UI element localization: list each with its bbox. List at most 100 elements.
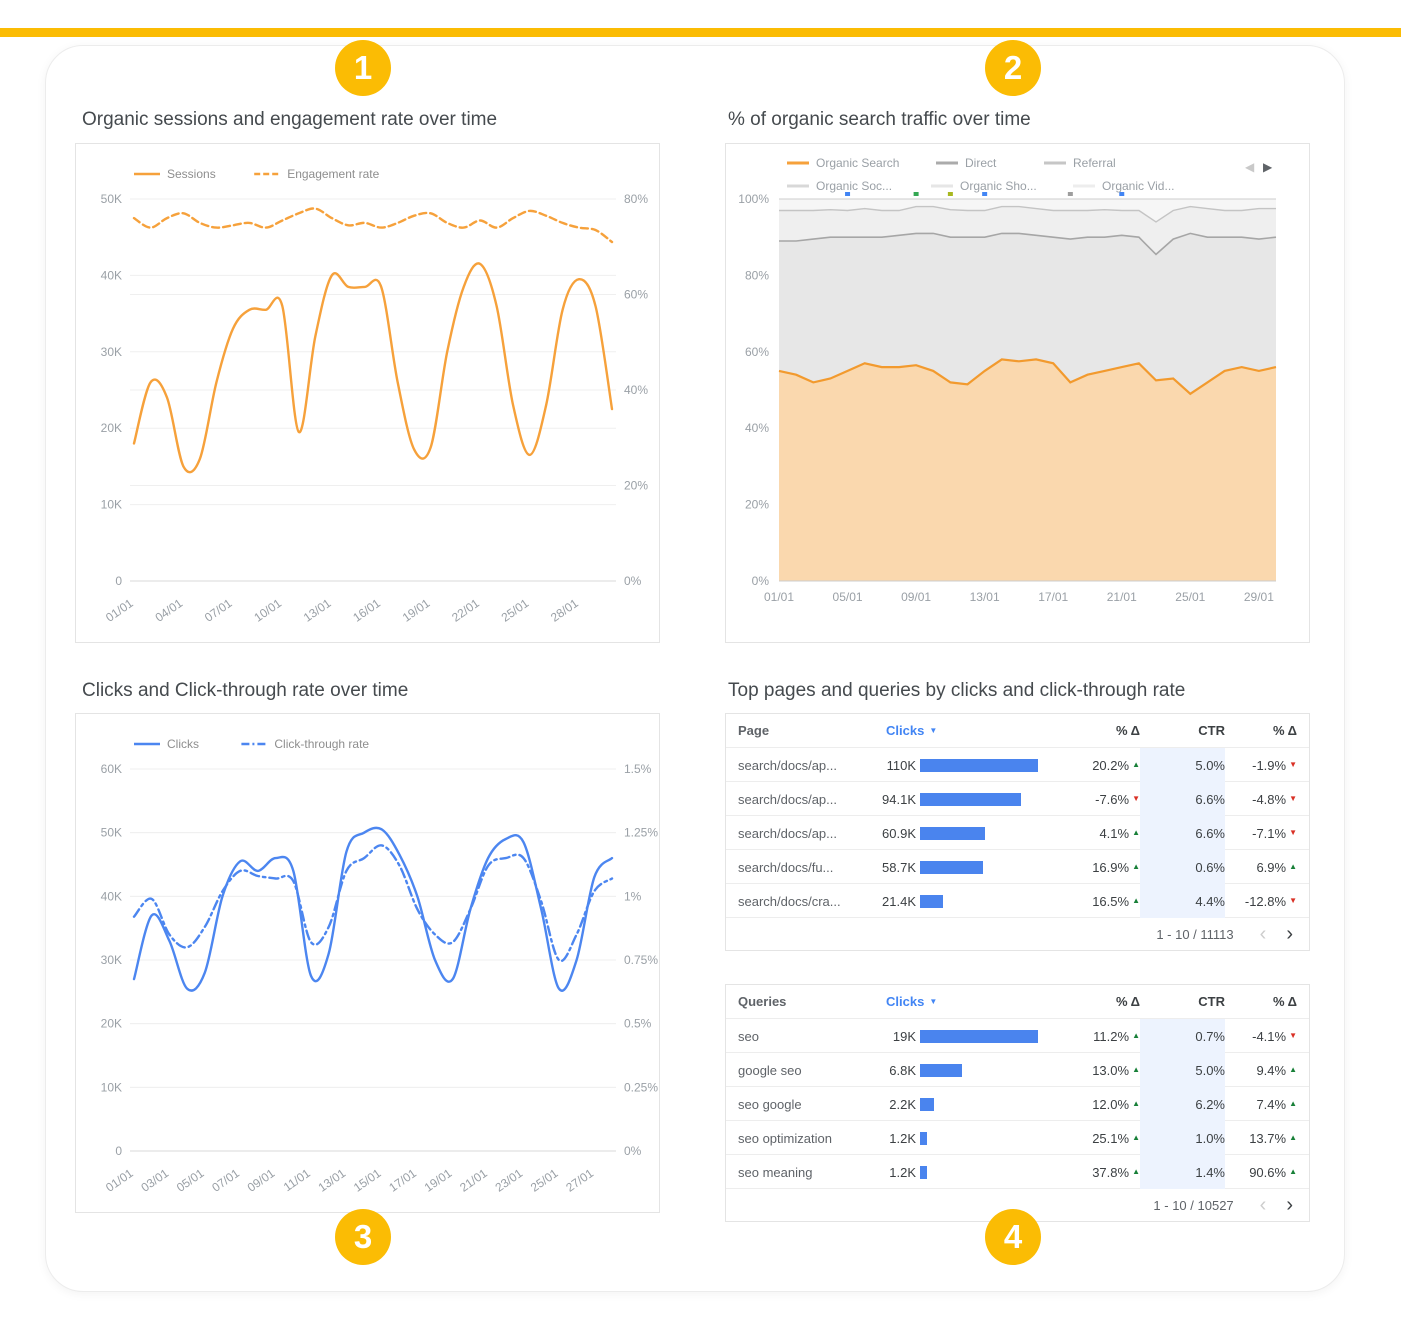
pagination-next-icon[interactable]: › (1286, 923, 1293, 945)
legend-label: Engagement rate (287, 167, 379, 181)
series-line (132, 207, 614, 244)
x-axis-tick-label: 17/01 (1038, 590, 1068, 604)
row-ctr: 1.0% (1140, 1121, 1225, 1155)
column-header-clicks-delta[interactable]: % Δ (1115, 994, 1140, 1009)
right-axis-tick-label: 0.5% (624, 1017, 652, 1031)
right-axis-tick-label: 60% (624, 288, 648, 302)
top-accent-bar (0, 28, 1401, 37)
x-axis-tick-label: 03/01 (138, 1166, 171, 1195)
callout-badge-4: 4 (985, 1209, 1041, 1265)
y-axis-tick-label: 0% (752, 574, 770, 588)
clicks-header-label: Clicks (886, 994, 925, 1009)
x-axis-tick-label: 04/01 (153, 596, 186, 625)
delta-up-icon: ▲ (1289, 862, 1297, 871)
column-header-page[interactable]: Page (738, 723, 770, 738)
delta-up-icon: ▲ (1289, 1065, 1297, 1074)
x-axis-tick-label: 11/01 (281, 1166, 313, 1194)
pagination-prev-icon[interactable]: ‹ (1259, 1194, 1267, 1216)
callout-badge-2: 2 (985, 40, 1041, 96)
x-axis-tick-label: 28/01 (548, 596, 581, 625)
table-row[interactable]: search/docs/ap... 94.1K -7.6% ▼ 6.6% -4.8% ▼ (726, 782, 1309, 816)
pagination-prev-icon[interactable]: ‹ (1259, 923, 1267, 945)
x-axis-tick-label: 21/01 (1107, 590, 1137, 604)
column-header-ctr-delta[interactable]: % Δ (1272, 994, 1297, 1009)
right-axis-tick-label: 1.25% (624, 826, 658, 840)
table-row[interactable]: search/docs/ap... 60.9K 4.1% ▲ 6.6% -7.1% ▼ (726, 816, 1309, 850)
pagination-label: 1 - 10 / 10527 (1153, 1197, 1234, 1213)
table-pagination: 1 - 10 / 10527 ‹ › (726, 1189, 1309, 1221)
pagination-next-icon[interactable]: › (1286, 1194, 1293, 1216)
left-axis-tick-label: 20K (101, 1017, 122, 1031)
delta-up-icon: ▲ (1132, 1133, 1140, 1142)
column-header-queries[interactable]: Queries (738, 994, 787, 1009)
legend-label: Referral (1073, 156, 1116, 170)
clicks-value: 2.2K (889, 1096, 916, 1112)
row-ctr: 0.7% (1140, 1019, 1225, 1053)
column-header-clicks[interactable]: Clicks ▼ (866, 994, 1062, 1009)
row-name: search/docs/ap... (738, 757, 837, 773)
x-axis-tick-label: 25/01 (528, 1166, 561, 1195)
boundary-line (778, 358, 1277, 396)
gridlines (130, 768, 616, 1152)
right-axis-tick-label: 0% (624, 1144, 642, 1158)
table-row[interactable]: search/docs/ap... 110K 20.2% ▲ 5.0% -1.9% ▼ (726, 748, 1309, 782)
table-row[interactable]: seo 19K 11.2% ▲ 0.7% -4.1% ▼ (726, 1019, 1309, 1053)
row-ctr: 1.4% (1140, 1155, 1225, 1189)
delta-up-icon: ▲ (1132, 760, 1140, 769)
x-axis-tick-label: 22/01 (449, 596, 482, 625)
right-axis-tick-label: 0.75% (624, 953, 658, 967)
clicks-value: 1.2K (889, 1164, 916, 1180)
row-clicks: 58.7K (866, 860, 1062, 875)
table-row[interactable]: google seo 6.8K 13.0% ▲ 5.0% 9.4% ▲ (726, 1053, 1309, 1087)
row-name: search/docs/ap... (738, 825, 837, 841)
legend-label: Organic Sho... (960, 179, 1037, 193)
row-clicks: 19K (866, 1029, 1062, 1044)
table-row[interactable]: search/docs/cra... 21.4K 16.5% ▲ 4.4% -12.8% ▼ (726, 884, 1309, 918)
sessions-engagement-chart: 50K 40K 30K 20K 10K 0 80% 60% 40% 20% 0% 01/01 04/01… (75, 143, 660, 643)
x-axis-tick-label: 29/01 (1244, 590, 1274, 604)
table-row[interactable]: search/docs/fu... 58.7K 16.9% ▲ 0.6% 6.9% ▲ (726, 850, 1309, 884)
row-name: seo meaning (738, 1164, 813, 1180)
clicks-bar (920, 894, 943, 908)
column-header-ctr[interactable]: CTR (1198, 994, 1225, 1009)
x-axis-tick-label: 19/01 (400, 596, 433, 625)
delta-up-icon: ▲ (1132, 862, 1140, 871)
clicks-value: 19K (892, 1028, 916, 1044)
column-header-clicks-delta[interactable]: % Δ (1115, 723, 1140, 738)
table-row[interactable]: seo meaning 1.2K 37.8% ▲ 1.4% 90.6% ▲ (726, 1155, 1309, 1189)
chart-nav-prev-icon[interactable]: ◀ (1245, 160, 1255, 174)
column-header-ctr-delta[interactable]: % Δ (1272, 723, 1297, 738)
clicks-value: 1.2K (889, 1130, 916, 1146)
row-ctr: 5.0% (1140, 1053, 1225, 1087)
table-row[interactable]: seo optimization 1.2K 25.1% ▲ 1.0% 13.7% ▲ (726, 1121, 1309, 1155)
delta-down-icon: ▼ (1289, 828, 1297, 837)
series-marker (1067, 192, 1073, 196)
row-clicks-delta: 16.9% ▲ (1092, 859, 1140, 875)
column-header-ctr[interactable]: CTR (1198, 723, 1225, 738)
x-axis-tick-label: 05/01 (833, 590, 863, 604)
row-ctr-delta: 9.4% ▲ (1256, 1062, 1297, 1078)
delta-down-icon: ▼ (1289, 896, 1297, 905)
row-clicks-delta: 4.1% ▲ (1099, 825, 1140, 841)
row-ctr: 4.4% (1140, 884, 1225, 918)
left-axis-tick-label: 50K (101, 826, 122, 840)
series-line (132, 826, 614, 992)
row-ctr-delta: -4.1% ▼ (1252, 1028, 1297, 1044)
traffic-chart-title: % of organic search traffic over time (728, 109, 1031, 130)
sort-desc-icon: ▼ (929, 997, 938, 1006)
clicks-value: 6.8K (889, 1062, 916, 1078)
row-name: search/docs/cra... (738, 893, 841, 909)
x-axis-tick-label: 01/01 (764, 590, 794, 604)
delta-up-icon: ▲ (1289, 1167, 1297, 1176)
y-axis-tick-label: 60% (745, 345, 769, 359)
delta-up-icon: ▲ (1289, 1099, 1297, 1108)
series-marker (1119, 192, 1125, 196)
table-row[interactable]: seo google 2.2K 12.0% ▲ 6.2% 7.4% ▲ (726, 1087, 1309, 1121)
clicks-bar (920, 1063, 962, 1077)
chart-nav-next-icon[interactable]: ▶ (1263, 160, 1273, 174)
x-axis-tick-label: 13/01 (316, 1166, 349, 1195)
x-axis-tick-label: 25/01 (499, 596, 532, 625)
column-header-clicks[interactable]: Clicks ▼ (866, 723, 1062, 738)
x-axis-tick-label: 01/01 (103, 1166, 136, 1195)
delta-up-icon: ▲ (1132, 1099, 1140, 1108)
